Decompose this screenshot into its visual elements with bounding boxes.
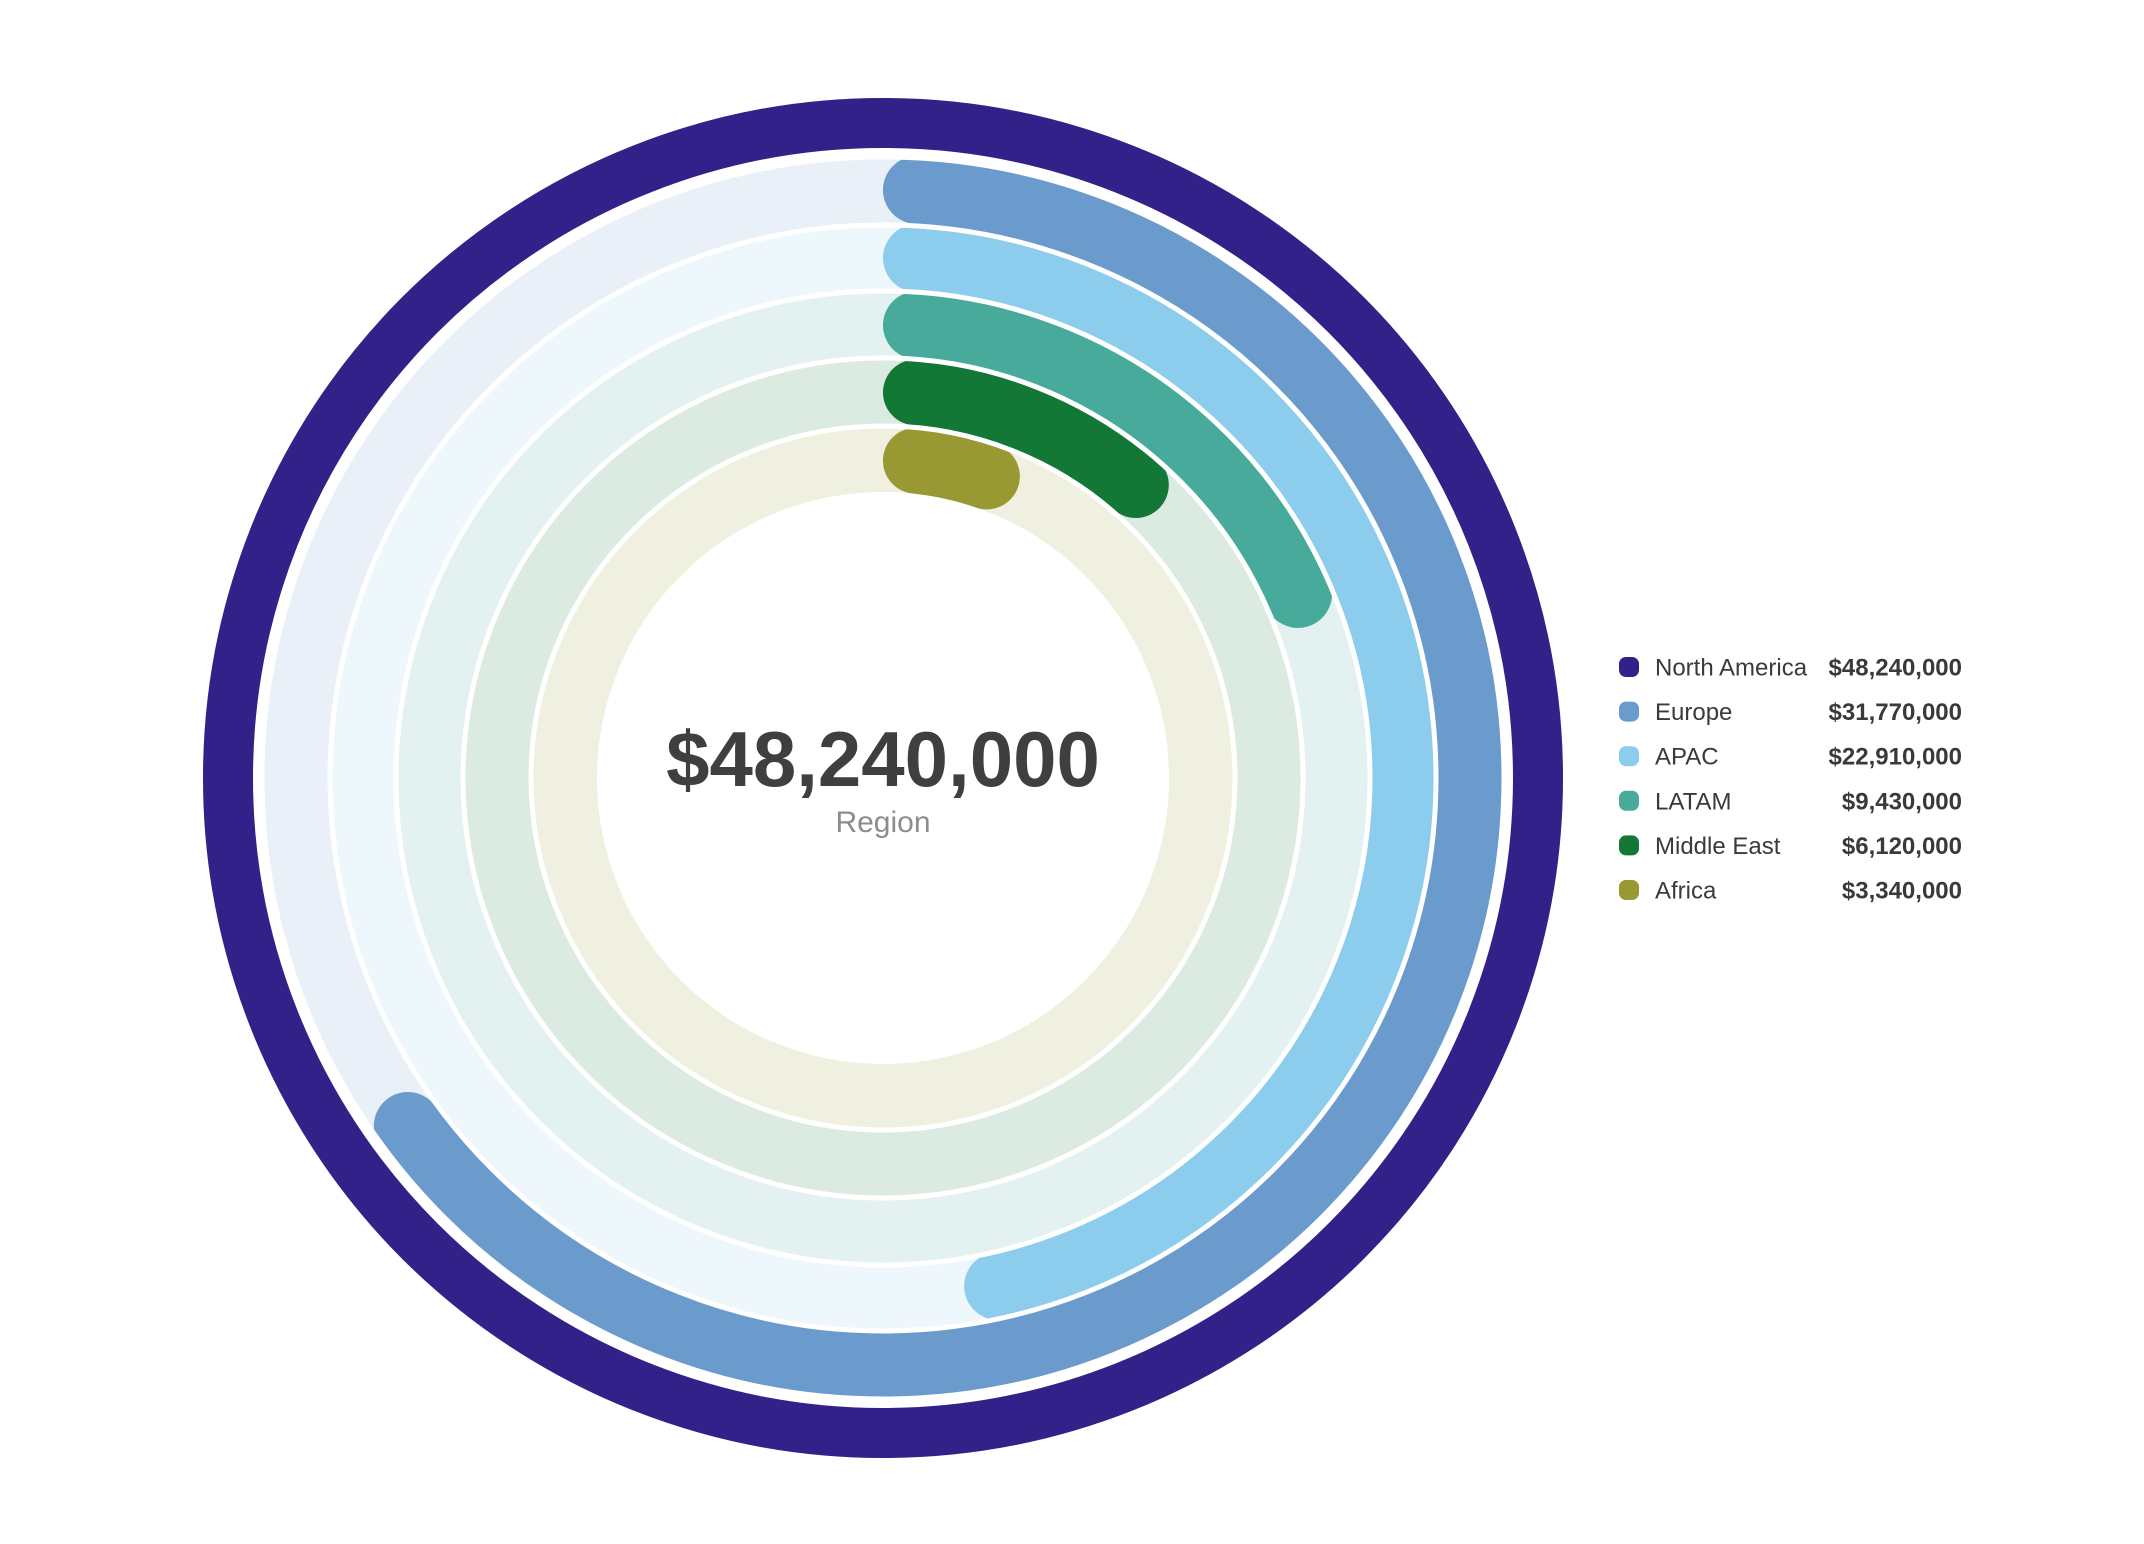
legend-label: North America	[1655, 655, 1808, 682]
legend-swatch	[1619, 790, 1639, 811]
legend-swatch	[1619, 880, 1639, 900]
legend-value: $9,430,000	[1842, 788, 1962, 815]
legend-value: $48,240,000	[1829, 655, 1962, 682]
center-label: Region	[835, 806, 930, 839]
ring-group	[203, 98, 1563, 1458]
center-summary: $48,240,000 Region	[666, 715, 1100, 839]
ring-bar-latam[interactable]	[882, 291, 1333, 628]
legend-item-africa[interactable]: Africa $3,340,000	[1619, 878, 1962, 905]
legend-item-apac[interactable]: APAC $22,910,000	[1619, 744, 1962, 771]
legend-swatch	[1619, 657, 1639, 677]
legend-swatch	[1619, 746, 1639, 767]
legend-item-north-america[interactable]: North America $48,240,000	[1619, 655, 1962, 682]
legend-value: $6,120,000	[1842, 833, 1962, 860]
ring-separator	[259, 154, 1507, 1402]
ring-separator	[327, 222, 1439, 1334]
legend-item-middle-east[interactable]: Middle East $6,120,000	[1619, 833, 1962, 860]
ring-bar-apac[interactable]	[882, 224, 1438, 1321]
ring-bar-europe[interactable]	[373, 155, 1506, 1401]
legend-item-europe[interactable]: Europe $31,770,000	[1619, 699, 1962, 726]
legend-swatch	[1619, 835, 1639, 856]
ring-separator	[393, 288, 1373, 1268]
ring-bar-middle-east[interactable]	[882, 359, 1169, 518]
legend-label: Middle East	[1655, 833, 1781, 860]
legend-swatch	[1619, 701, 1639, 722]
legend-label: Africa	[1655, 878, 1717, 905]
ring-separator	[460, 355, 1306, 1201]
legend-label: APAC	[1655, 744, 1719, 771]
legend-value: $22,910,000	[1829, 744, 1962, 771]
legend-item-latam[interactable]: LATAM $9,430,000	[1619, 788, 1962, 815]
legend-label: LATAM	[1655, 788, 1731, 815]
legend-value: $31,770,000	[1829, 699, 1962, 726]
center-total-value: $48,240,000	[666, 715, 1100, 803]
ring-separator	[528, 423, 1238, 1133]
legend: North America $48,240,000 Europe $31,770,00…	[1619, 655, 1962, 905]
ring-bar-north-america[interactable]	[203, 98, 1563, 1458]
legend-value: $3,340,000	[1842, 878, 1962, 905]
legend-label: Europe	[1655, 699, 1732, 726]
ring-bar-africa[interactable]	[882, 427, 1020, 510]
